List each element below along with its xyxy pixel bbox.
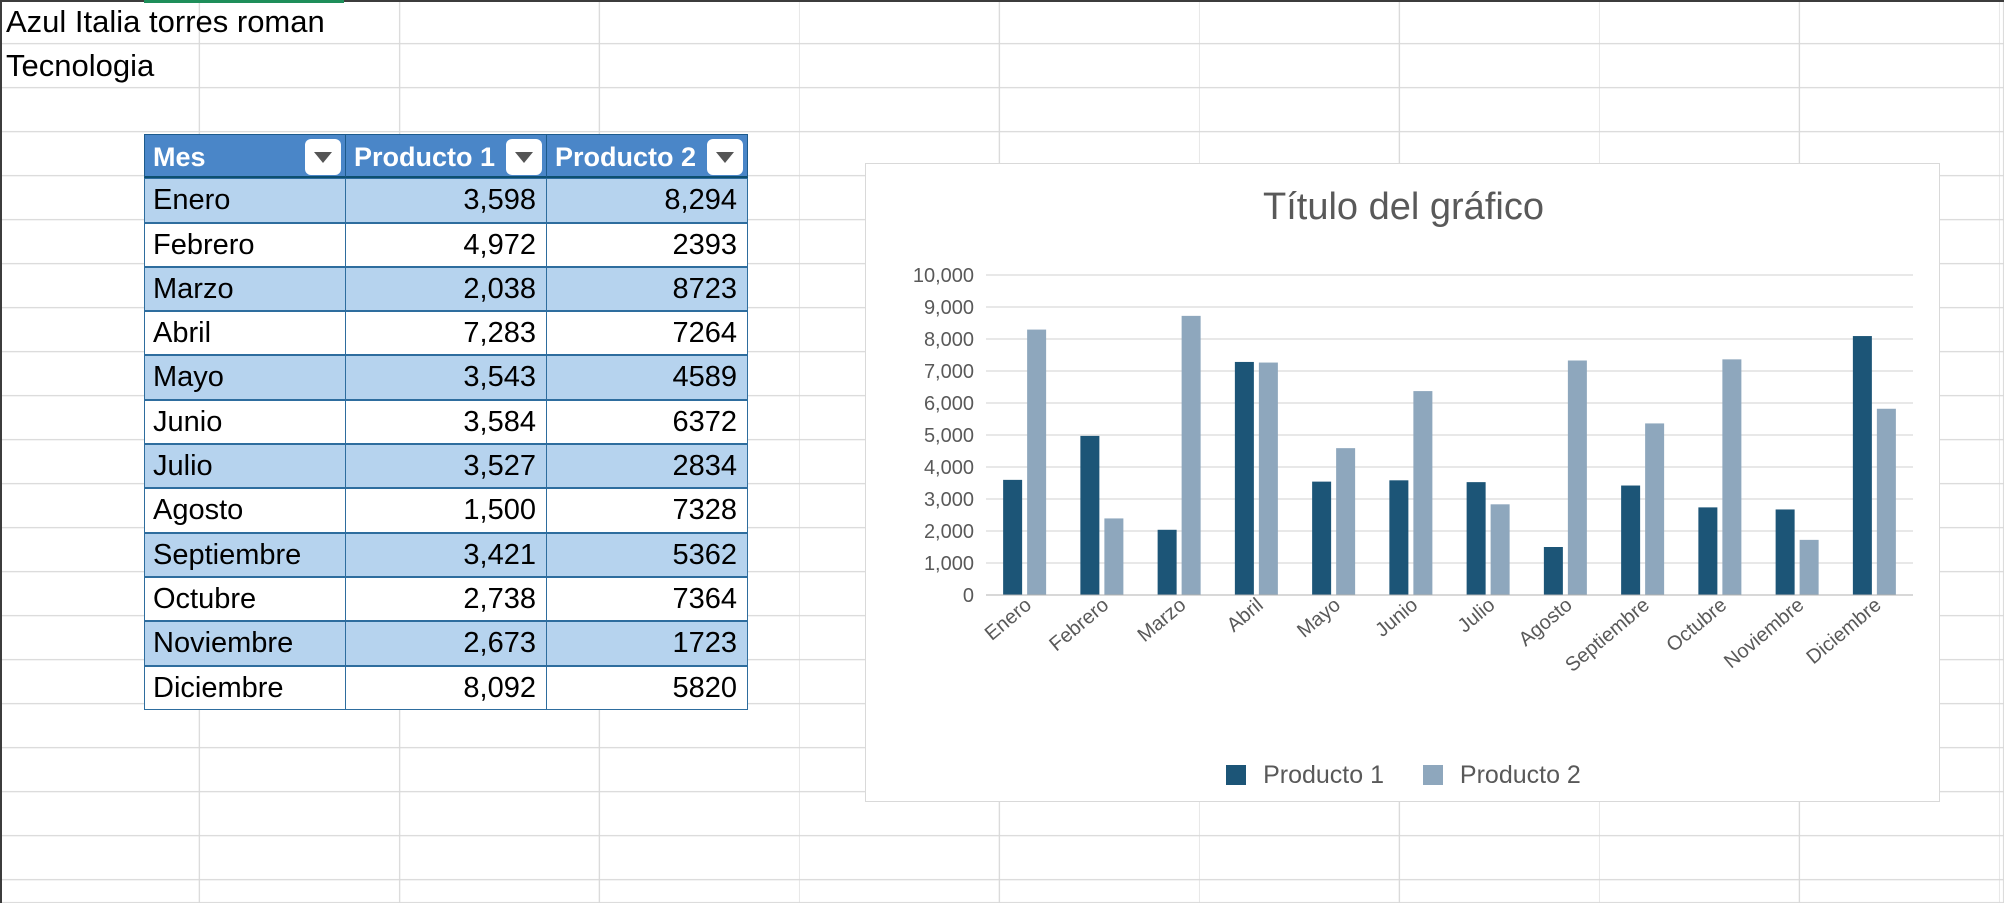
svg-text:Julio: Julio [1454, 594, 1500, 637]
svg-text:6,000: 6,000 [924, 393, 974, 415]
svg-text:4,000: 4,000 [924, 457, 974, 479]
svg-text:Septiembre: Septiembre [1561, 594, 1653, 677]
svg-text:2,000: 2,000 [924, 521, 974, 543]
svg-text:Marzo: Marzo [1134, 594, 1191, 647]
svg-text:Abril: Abril [1223, 594, 1268, 637]
svg-text:7,000: 7,000 [924, 361, 974, 383]
svg-text:Enero: Enero [981, 594, 1036, 645]
svg-text:5,000: 5,000 [924, 425, 974, 447]
svg-text:Noviembre: Noviembre [1720, 594, 1808, 673]
svg-text:Mayo: Mayo [1293, 594, 1345, 642]
svg-text:Octubre: Octubre [1662, 594, 1731, 657]
svg-text:10,000: 10,000 [913, 265, 974, 287]
svg-text:1,000: 1,000 [924, 553, 974, 575]
svg-text:9,000: 9,000 [924, 297, 974, 319]
svg-text:Diciembre: Diciembre [1802, 594, 1885, 669]
svg-text:8,000: 8,000 [924, 329, 974, 351]
svg-text:Agosto: Agosto [1515, 594, 1577, 651]
svg-text:Junio: Junio [1371, 594, 1422, 642]
svg-text:0: 0 [963, 585, 974, 607]
svg-text:Febrero: Febrero [1045, 594, 1113, 656]
svg-text:3,000: 3,000 [924, 489, 974, 511]
